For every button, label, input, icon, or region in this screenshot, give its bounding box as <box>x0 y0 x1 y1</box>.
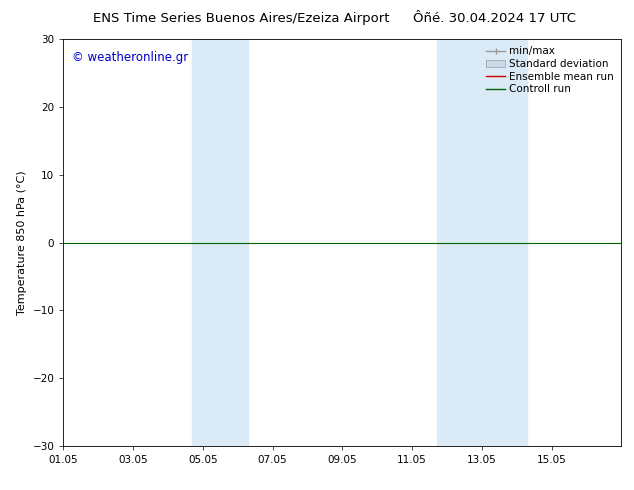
Bar <box>436 39 527 446</box>
Text: © weatheronline.gr: © weatheronline.gr <box>72 51 188 64</box>
Bar <box>193 39 248 446</box>
Legend: min/max, Standard deviation, Ensemble mean run, Controll run: min/max, Standard deviation, Ensemble me… <box>484 45 616 97</box>
Text: Ôñé. 30.04.2024 17 UTC: Ôñé. 30.04.2024 17 UTC <box>413 12 576 25</box>
Y-axis label: Temperature 850 hPa (°C): Temperature 850 hPa (°C) <box>17 170 27 315</box>
Text: ENS Time Series Buenos Aires/Ezeiza Airport: ENS Time Series Buenos Aires/Ezeiza Airp… <box>93 12 389 25</box>
